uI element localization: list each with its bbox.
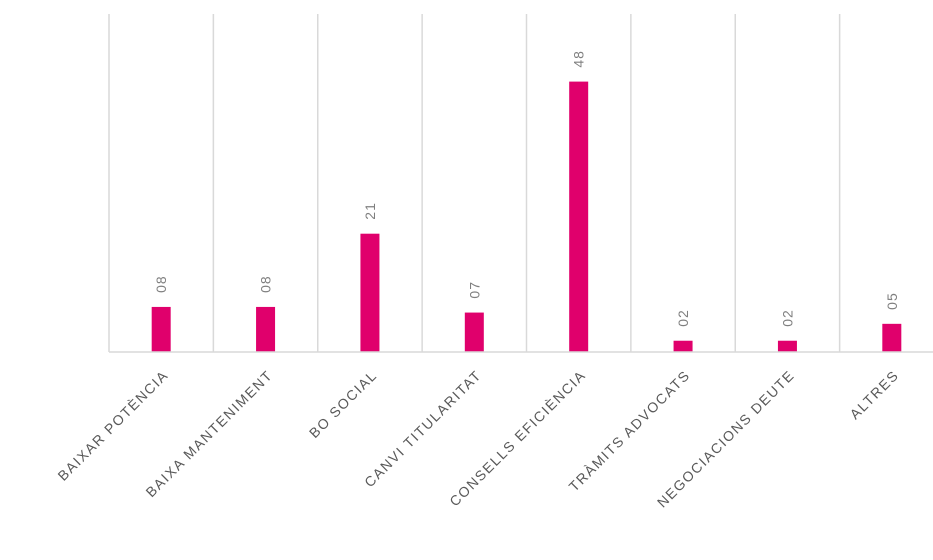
value-labels: 08 08 21 07 48 02 02 05 (153, 50, 900, 327)
bar (569, 81, 589, 352)
bar (360, 233, 380, 352)
data-label: 05 (884, 292, 900, 310)
bar (464, 312, 484, 352)
category-tick-label: CANVI TITULARITAT (361, 367, 484, 490)
bar (673, 340, 693, 352)
bar (882, 323, 902, 352)
data-label: 08 (153, 275, 169, 293)
bar (777, 340, 797, 352)
data-label: 21 (362, 202, 378, 220)
category-tick-label: BO SOCIAL (306, 367, 380, 441)
data-label: 48 (571, 50, 587, 68)
bar (256, 306, 276, 352)
category-tick-label: ALTRES (846, 367, 901, 422)
data-label: 02 (675, 309, 691, 327)
category-tick-label: TRÀMITS ADVOCATS (566, 367, 694, 495)
data-label: 08 (258, 275, 274, 293)
gridlines (108, 14, 841, 352)
category-tick-label: BAIXAR POTÈNCIA (54, 367, 171, 484)
data-label: 07 (466, 281, 482, 299)
data-label: 02 (779, 309, 795, 327)
bars (151, 81, 902, 352)
bar (151, 306, 171, 352)
